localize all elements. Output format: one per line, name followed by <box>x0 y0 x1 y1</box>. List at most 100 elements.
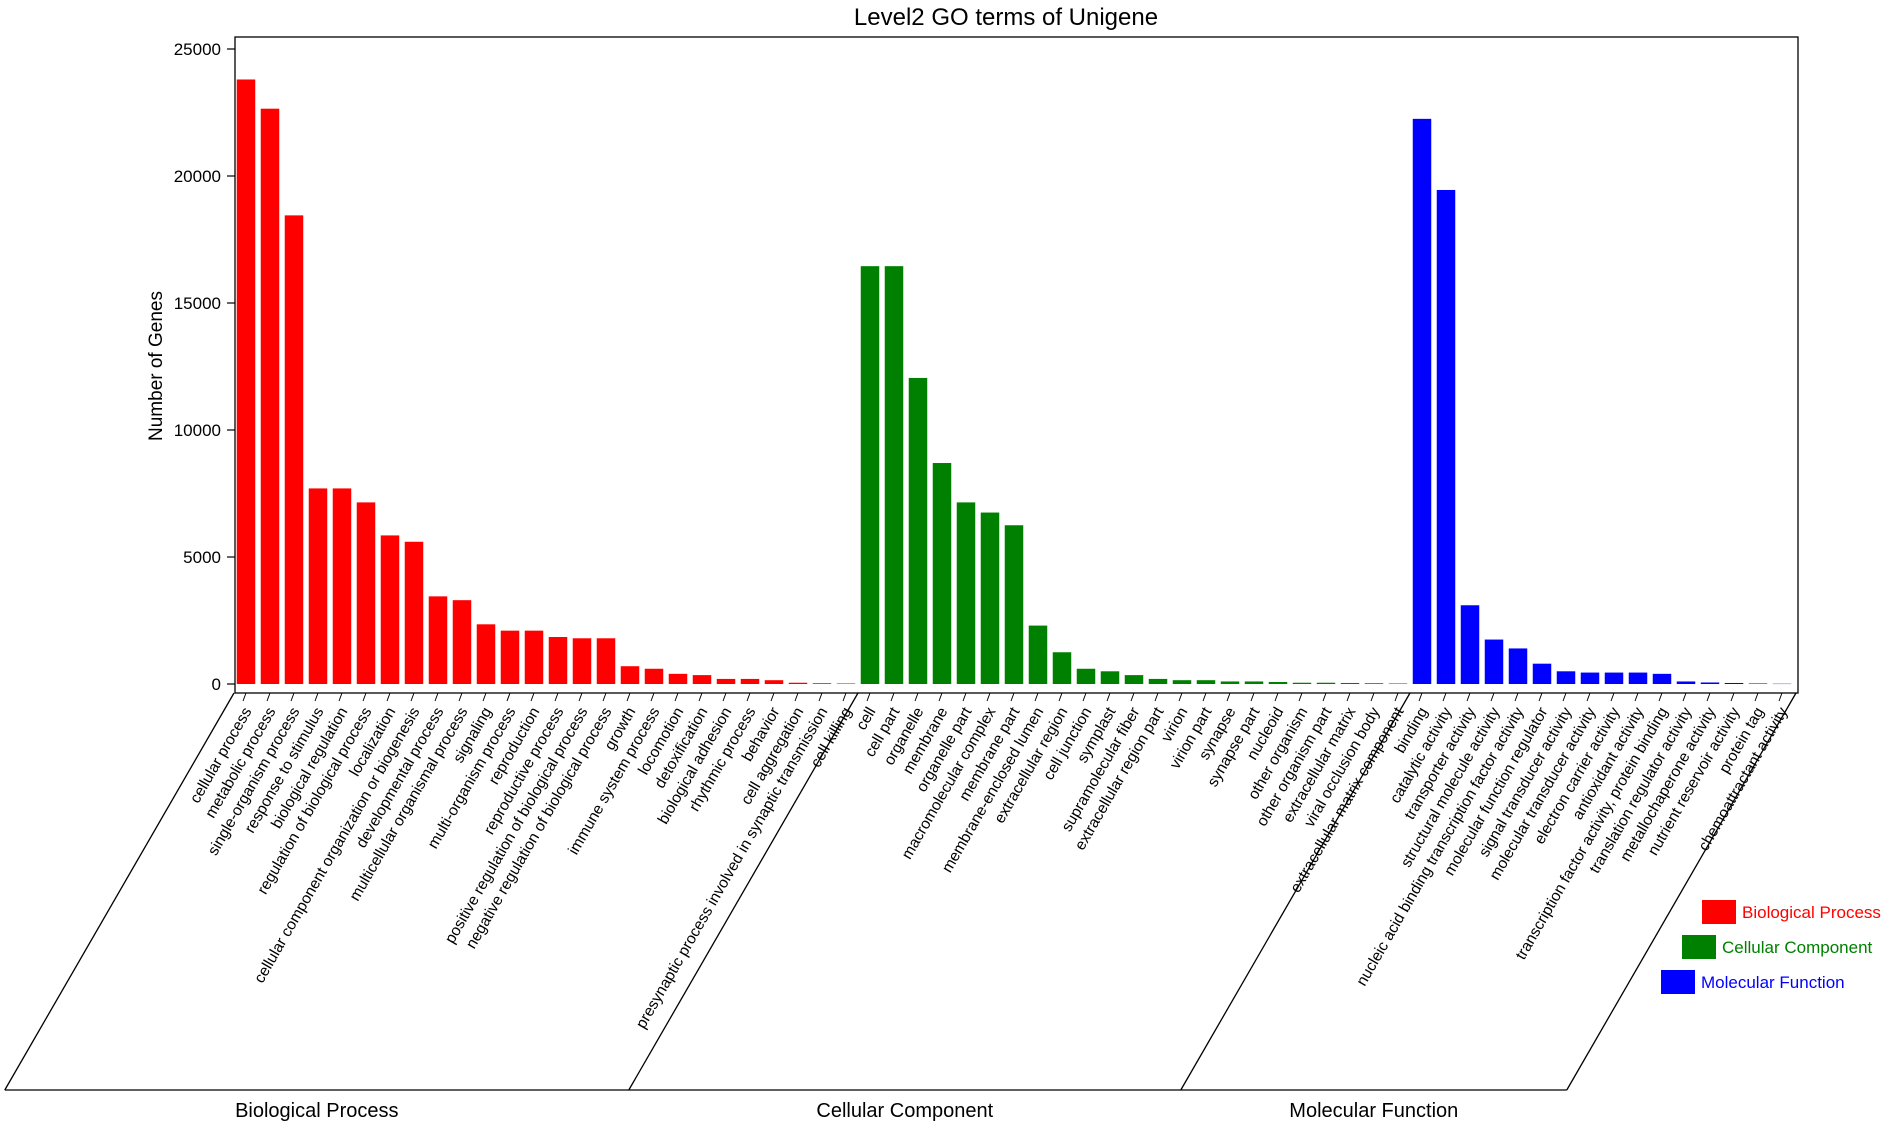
bar-cell-killing <box>837 683 856 684</box>
bars <box>237 79 1792 684</box>
bar-nucleic-acid-binding-transcription-factor-activity <box>1509 648 1528 684</box>
legend-swatch-biological-process <box>1702 900 1736 924</box>
bar-localization <box>381 535 400 684</box>
x-tick-mark <box>1083 693 1086 701</box>
group-label-cellular-component: Cellular Component <box>816 1100 993 1122</box>
x-tick-mark <box>1491 693 1494 701</box>
bar-membrane <box>933 463 952 684</box>
bar-rhythmic-process <box>741 679 760 684</box>
x-tick-mark <box>1107 693 1110 701</box>
bar-synapse <box>1221 681 1240 684</box>
x-tick-mark <box>1131 693 1134 701</box>
x-tick-mark <box>1251 693 1254 701</box>
bar-extracellular-region-part <box>1149 679 1168 684</box>
bar-cellular-component-organization-or-biogenesis <box>405 542 424 684</box>
bar-biological-regulation <box>333 488 352 684</box>
x-tick-mark <box>483 693 486 701</box>
x-tick-mark <box>387 693 390 701</box>
legend-swatch-molecular-function <box>1661 970 1695 994</box>
x-tick-mark <box>1587 693 1590 701</box>
chart-title: Level2 GO terms of Unigene <box>854 4 1158 31</box>
bar-metabolic-process <box>261 109 280 684</box>
legend-label-cellular-component: Cellular Component <box>1722 938 1873 957</box>
bar-extracellular-matrix-component <box>1389 683 1408 684</box>
x-tick-mark <box>1035 693 1038 701</box>
bar-multi-organism-process <box>501 631 520 684</box>
bar-cell-part <box>885 266 904 684</box>
bar-behavior <box>765 680 784 684</box>
y-tick-label: 25000 <box>174 40 221 59</box>
bar-organelle <box>909 378 928 684</box>
bar-transporter-activity <box>1461 605 1480 684</box>
bar-single-organism-process <box>285 215 304 684</box>
bar-membrane-part <box>1005 525 1024 684</box>
bar-reproductive-process <box>549 637 568 684</box>
bar-developmental-process <box>429 596 448 684</box>
x-tick-mark <box>723 693 726 701</box>
x-tick-mark <box>795 693 798 701</box>
bar-locomotion <box>669 674 688 684</box>
bar-regulation-of-biological-process <box>357 502 376 684</box>
x-tick-mark <box>651 693 654 701</box>
x-tick-mark <box>1155 693 1158 701</box>
x-tick-mark <box>1395 693 1398 701</box>
x-tick-mark <box>1683 693 1686 701</box>
x-tick-mark <box>1755 693 1758 701</box>
bar-cell-aggregation <box>789 683 808 684</box>
x-tick-mark <box>1539 693 1542 701</box>
x-tick-mark <box>987 693 990 701</box>
x-tick-mark <box>291 693 294 701</box>
x-tick-mark <box>411 693 414 701</box>
bar-cell-junction <box>1077 669 1096 684</box>
group-separator <box>5 693 234 1090</box>
x-tick-mark <box>1779 693 1782 701</box>
bar-antioxidant-activity <box>1629 673 1648 684</box>
x-tick-mark <box>627 693 630 701</box>
bar-response-to-stimulus <box>309 488 328 684</box>
x-tick-mark <box>1635 693 1638 701</box>
x-tick-mark <box>363 693 366 701</box>
bar-protein-tag <box>1749 683 1768 684</box>
bar-nutrient-reservoir-activity <box>1725 683 1744 684</box>
bar-metallochaperone-activity <box>1701 682 1720 684</box>
x-tick-mark <box>747 693 750 701</box>
bar-other-organism-part <box>1317 683 1336 684</box>
legend-label-biological-process: Biological Process <box>1742 903 1881 922</box>
x-tick-mark <box>891 693 894 701</box>
x-tick-mark <box>1227 693 1230 701</box>
bar-symplast <box>1101 671 1120 684</box>
x-tick-mark <box>1731 693 1734 701</box>
bar-membrane-enclosed-lumen <box>1029 626 1048 684</box>
x-tick-mark <box>267 693 270 701</box>
legend: Biological Process Cellular Component Mole… <box>1661 900 1881 994</box>
bar-presynaptic-process-involved-in-synaptic-transmission <box>813 683 832 684</box>
x-tick-mark <box>1515 693 1518 701</box>
bar-biological-adhesion <box>717 679 736 684</box>
x-tick-mark <box>1275 693 1278 701</box>
x-tick-mark <box>1611 693 1614 701</box>
x-tick-mark <box>819 693 822 701</box>
legend-label-molecular-function: Molecular Function <box>1701 973 1845 992</box>
x-tick-mark <box>1347 693 1350 701</box>
x-tick-mark <box>1659 693 1662 701</box>
x-tick-mark <box>699 693 702 701</box>
bar-catalytic-activity <box>1437 190 1456 684</box>
bar-signaling <box>477 624 496 684</box>
bar-other-organism <box>1293 683 1312 684</box>
y-axis-label: Number of Genes <box>146 291 167 441</box>
bar-synapse-part <box>1245 681 1264 684</box>
x-tick-mark <box>1011 693 1014 701</box>
x-tick-mark <box>1059 693 1062 701</box>
legend-swatch-cellular-component <box>1682 935 1716 959</box>
x-tick-mark <box>507 693 510 701</box>
bar-virion <box>1173 680 1192 684</box>
x-tick-mark <box>1419 693 1422 701</box>
x-tick-mark <box>579 693 582 701</box>
bar-cell <box>861 266 880 684</box>
bar-translation-regulator-activity <box>1677 681 1696 684</box>
